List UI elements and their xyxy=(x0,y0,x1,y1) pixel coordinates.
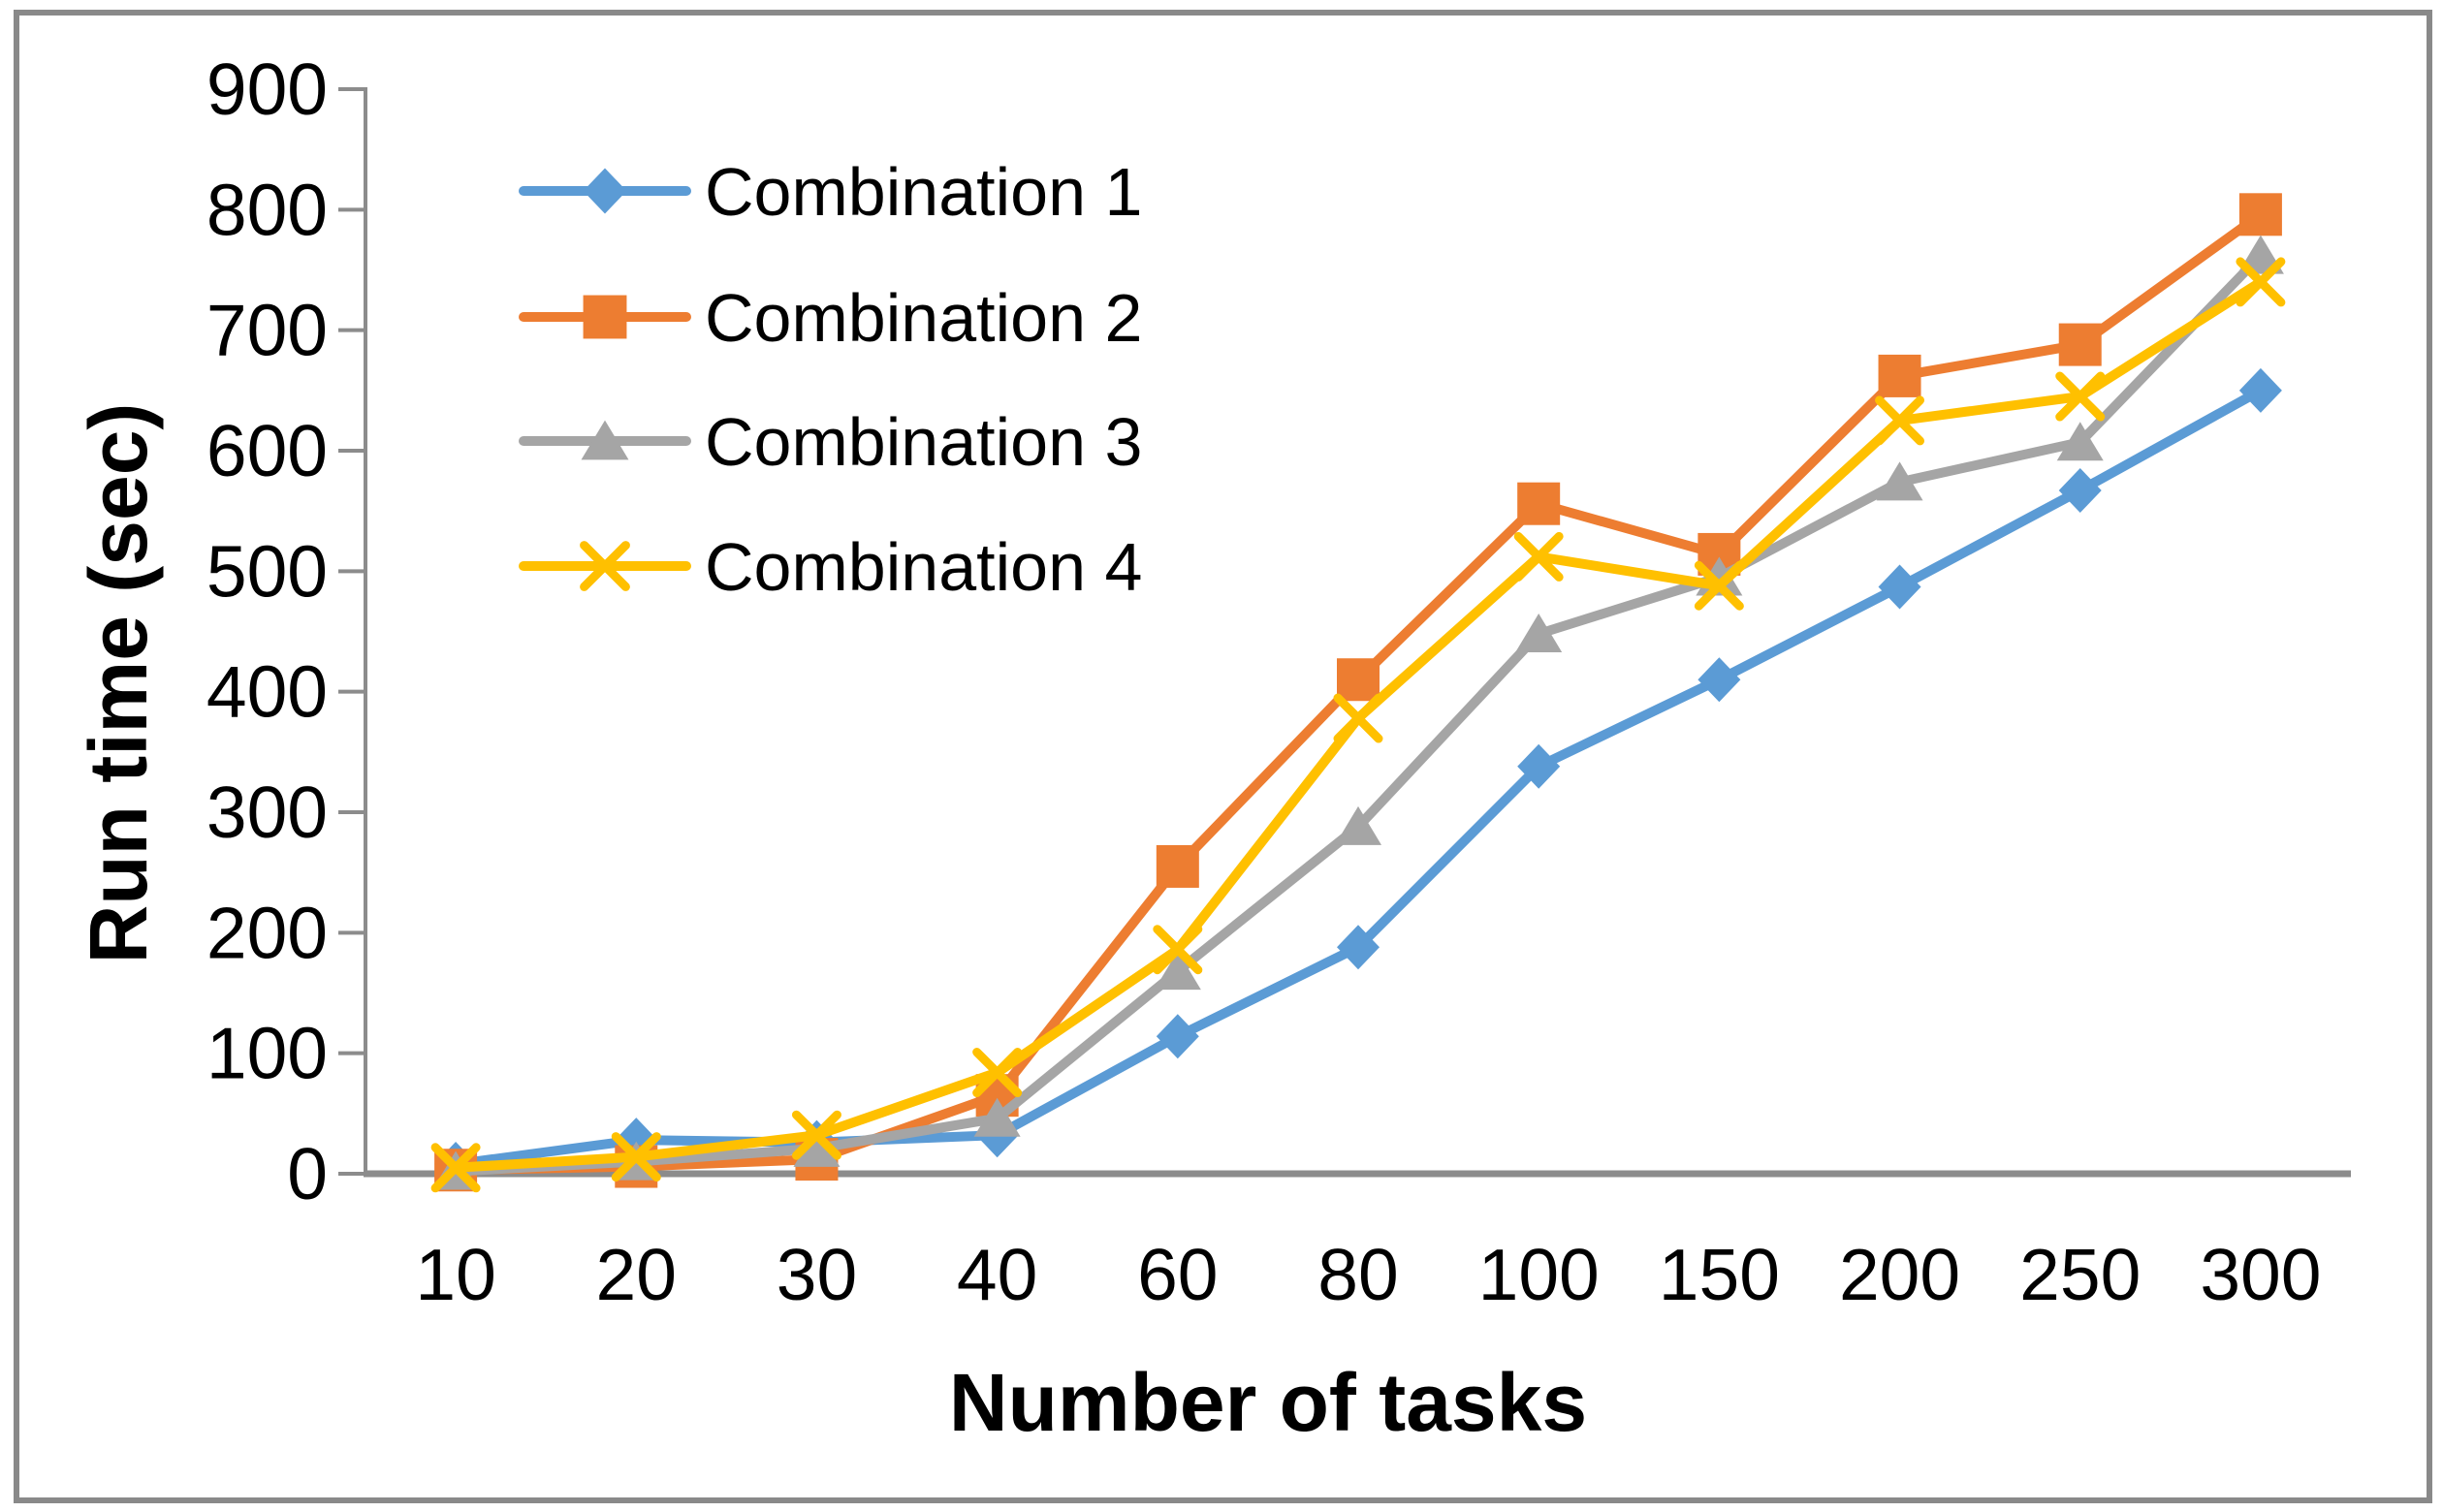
square-marker xyxy=(1878,354,1921,397)
x-marker xyxy=(1694,560,1744,611)
data-series-group xyxy=(430,193,2286,1193)
y-tick-label: 300 xyxy=(206,772,328,853)
x-marker xyxy=(972,1048,1023,1098)
x-marker xyxy=(580,541,630,591)
series-combination-4 xyxy=(430,257,2286,1193)
x-tick-label: 10 xyxy=(415,1234,495,1315)
chart-legend: Combination 1 Combination 2 Combination 3 C… xyxy=(519,154,1142,605)
x-marker xyxy=(611,1132,661,1182)
x-tick-label: 40 xyxy=(957,1234,1037,1315)
triangle-marker xyxy=(1515,613,1563,652)
x-marker xyxy=(791,1110,841,1160)
x-axis-title: Number of tasks xyxy=(949,1357,1587,1448)
legend-item-combination-2: Combination 2 xyxy=(519,280,1142,356)
legend-label: Combination 4 xyxy=(705,529,1142,605)
y-axis-ticks: 0 100 200 300 400 500 600 700 800 900 xyxy=(206,48,365,1214)
diamond-marker xyxy=(2058,468,2102,514)
x-marker xyxy=(1153,925,1203,975)
series-line xyxy=(451,385,2266,1170)
square-marker xyxy=(2238,193,2282,236)
legend-label: Combination 2 xyxy=(705,280,1142,356)
legend-label: Combination 3 xyxy=(705,404,1142,480)
square-marker xyxy=(1337,658,1380,702)
legend-item-combination-1: Combination 1 xyxy=(519,154,1142,230)
square-marker xyxy=(1156,844,1199,888)
x-marker xyxy=(1333,693,1383,743)
x-tick-label: 150 xyxy=(1659,1234,1780,1315)
y-tick-label: 200 xyxy=(206,892,328,973)
triangle-marker xyxy=(1335,805,1381,845)
x-tick-label: 250 xyxy=(2019,1234,2141,1315)
chart-border-frame xyxy=(14,10,2432,1503)
square-marker xyxy=(2058,323,2102,366)
x-tick-label: 200 xyxy=(1839,1234,1960,1315)
triangle-marker xyxy=(2056,422,2104,461)
x-tick-label: 20 xyxy=(596,1234,677,1315)
diamond-marker xyxy=(2238,367,2282,413)
x-tick-label: 100 xyxy=(1478,1234,1600,1315)
x-tick-label: 30 xyxy=(777,1234,857,1315)
triangle-marker xyxy=(973,1097,1021,1137)
y-tick-label: 700 xyxy=(206,290,328,371)
y-tick-label: 500 xyxy=(206,530,328,612)
square-marker xyxy=(583,295,627,339)
x-marker xyxy=(1875,395,1925,446)
diamond-marker xyxy=(1156,1014,1199,1059)
legend-item-combination-4: Combination 4 xyxy=(519,529,1142,605)
series-combination-1 xyxy=(434,367,2282,1187)
diamond-marker xyxy=(1337,925,1380,970)
y-tick-label: 0 xyxy=(287,1133,328,1214)
triangle-marker xyxy=(581,420,629,460)
x-marker xyxy=(2055,371,2106,422)
x-marker xyxy=(2236,257,2286,307)
diamond-marker xyxy=(1517,743,1561,789)
x-tick-label: 80 xyxy=(1317,1234,1398,1315)
diamond-marker xyxy=(1697,657,1741,703)
triangle-marker xyxy=(793,1127,841,1167)
x-tick-label: 60 xyxy=(1137,1234,1218,1315)
legend-item-combination-3: Combination 3 xyxy=(519,404,1142,480)
x-axis-tick-labels: 10 20 30 40 60 80 100 150 200 250 300 xyxy=(415,1234,2321,1315)
y-tick-label: 600 xyxy=(206,410,328,491)
legend-label: Combination 1 xyxy=(705,154,1142,230)
y-tick-label: 800 xyxy=(206,169,328,250)
y-axis-title: Run time (sec) xyxy=(73,403,164,964)
triangle-marker xyxy=(1154,951,1201,991)
triangle-marker xyxy=(1876,461,1923,501)
x-marker xyxy=(1513,531,1564,582)
x-tick-label: 300 xyxy=(2200,1234,2321,1315)
y-tick-label: 400 xyxy=(206,651,328,733)
x-marker xyxy=(430,1143,481,1193)
y-tick-label: 900 xyxy=(206,48,328,130)
y-tick-label: 100 xyxy=(206,1013,328,1094)
square-marker xyxy=(1517,482,1561,525)
diamond-marker xyxy=(583,168,627,214)
diamond-marker xyxy=(1878,564,1921,610)
